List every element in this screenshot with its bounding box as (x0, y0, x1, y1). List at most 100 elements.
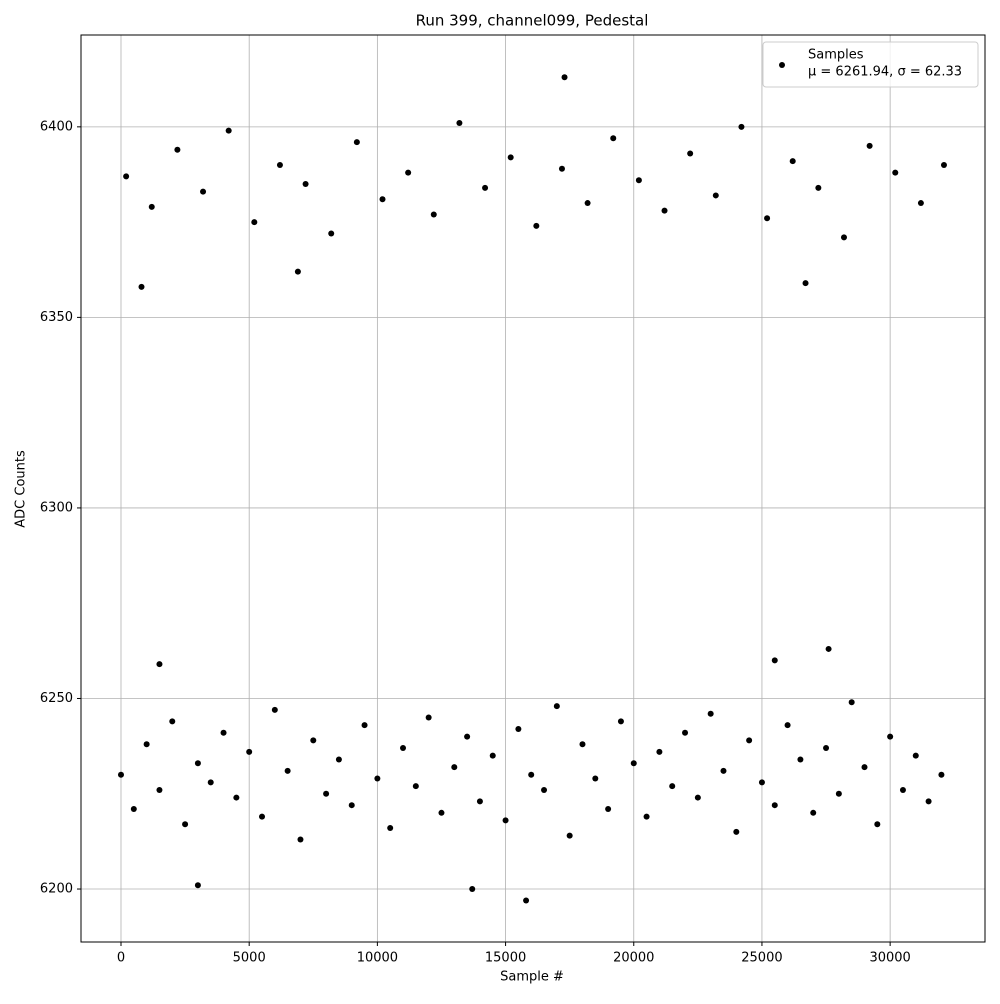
point (194, 882, 201, 889)
point (810, 809, 817, 816)
point (815, 184, 822, 191)
y-tick-label: 6300 (40, 500, 73, 515)
point (302, 181, 309, 188)
point (656, 748, 663, 755)
point (746, 737, 753, 744)
point (438, 809, 445, 816)
point (533, 222, 540, 229)
point (469, 886, 476, 893)
plot-frame (80, 34, 986, 943)
point (630, 760, 637, 767)
point (925, 798, 932, 805)
point (310, 737, 317, 744)
point (553, 703, 560, 710)
chart-title: Run 399, channel099, Pedestal (416, 12, 649, 30)
point (861, 764, 868, 771)
point (374, 775, 381, 782)
point (507, 154, 514, 161)
grid (81, 35, 985, 942)
point (271, 706, 278, 713)
point (400, 745, 407, 752)
point (361, 722, 368, 729)
point (207, 779, 214, 786)
point (489, 752, 496, 759)
point (720, 767, 727, 774)
x-tick-label: 20000 (613, 951, 654, 966)
point (130, 805, 137, 812)
point (523, 897, 530, 904)
point (784, 722, 791, 729)
y-axis-label: ADC Counts (14, 450, 29, 528)
point (156, 786, 163, 793)
point (297, 836, 304, 843)
y-tick-label: 6350 (40, 310, 73, 325)
point (451, 764, 458, 771)
point (669, 783, 676, 790)
legend-box (762, 41, 979, 88)
point (938, 771, 945, 778)
point (143, 741, 150, 748)
point (541, 786, 548, 793)
point (335, 756, 342, 763)
point (912, 752, 919, 759)
points (117, 74, 947, 904)
point (558, 165, 565, 172)
point (200, 188, 207, 195)
y-tick-label: 6200 (40, 882, 73, 897)
legend-marker (779, 62, 785, 68)
point (225, 127, 232, 134)
point (220, 729, 227, 736)
point (840, 234, 847, 241)
point (802, 280, 809, 287)
point (348, 802, 355, 809)
point (866, 142, 873, 149)
point (643, 813, 650, 820)
point (579, 741, 586, 748)
point (635, 177, 642, 184)
x-tick-label: 15000 (485, 951, 526, 966)
point (771, 657, 778, 664)
point (848, 699, 855, 706)
point (328, 230, 335, 237)
point (294, 268, 301, 275)
point (682, 729, 689, 736)
point (430, 211, 437, 218)
point (738, 123, 745, 130)
point (771, 802, 778, 809)
point (605, 805, 612, 812)
point (502, 817, 509, 824)
x-tick-label: 10000 (357, 951, 398, 966)
point (405, 169, 412, 176)
point (661, 207, 668, 214)
point (887, 733, 894, 740)
point (940, 161, 947, 168)
point (515, 725, 522, 732)
point (835, 790, 842, 797)
point (825, 645, 832, 652)
point (789, 158, 796, 165)
point (251, 219, 258, 226)
point (387, 825, 394, 832)
point (610, 135, 617, 142)
point (733, 828, 740, 835)
point (476, 798, 483, 805)
point (584, 200, 591, 207)
point (694, 794, 701, 801)
legend: Samples μ = 6261.94, σ = 62.33 (762, 41, 979, 88)
point (246, 748, 253, 755)
point (456, 120, 463, 127)
point (764, 215, 771, 222)
y-tick-label: 6250 (40, 691, 73, 706)
point (566, 832, 573, 839)
point (276, 161, 283, 168)
point (797, 756, 804, 763)
x-tick-label: 30000 (869, 951, 910, 966)
x-tick-label: 25000 (741, 951, 782, 966)
point (233, 794, 240, 801)
point (123, 173, 130, 180)
point (464, 733, 471, 740)
point (892, 169, 899, 176)
point (561, 74, 568, 81)
point (482, 184, 489, 191)
